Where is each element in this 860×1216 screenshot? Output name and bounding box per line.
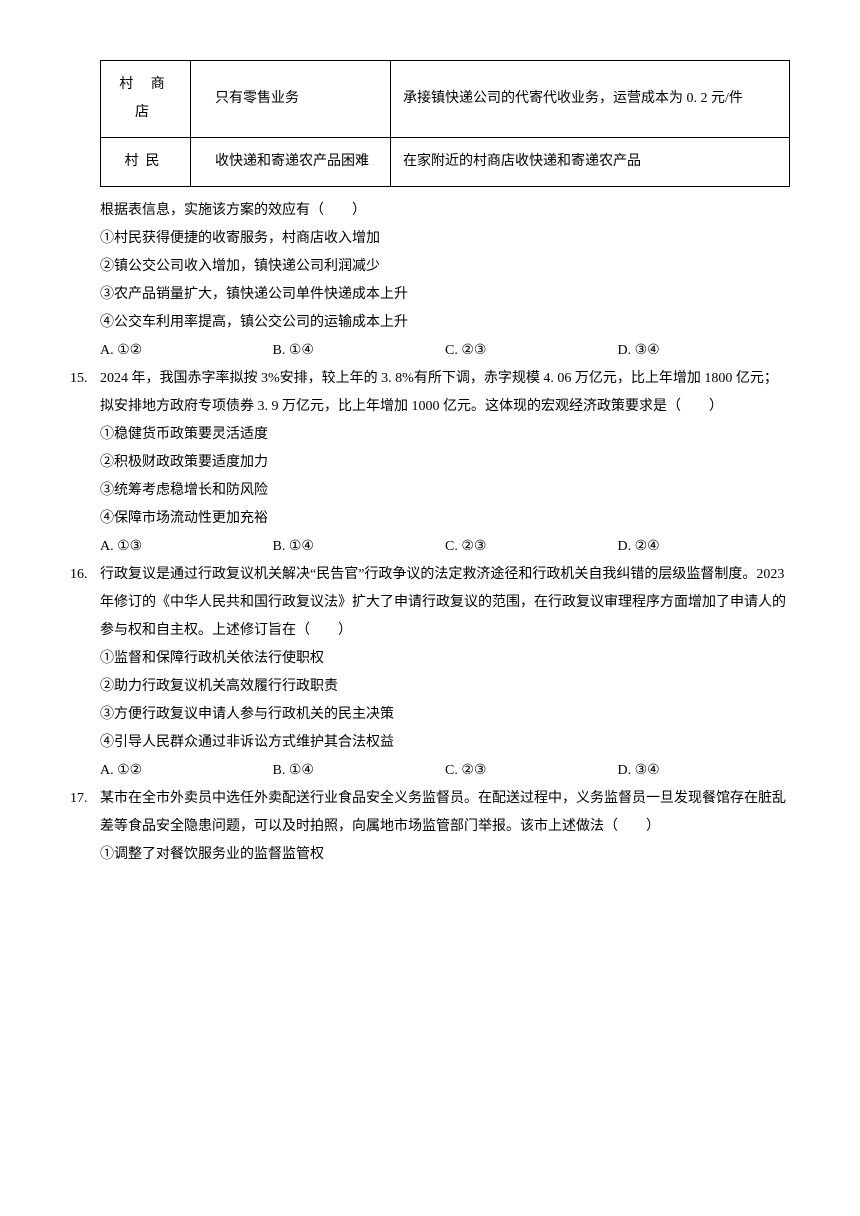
option-d: D. ③④ [618,757,791,785]
q17: 17. 某市在全市外卖员中选任外卖配送行业食品安全义务监督员。在配送过程中，义务… [70,785,790,841]
option-c: C. ②③ [445,337,618,365]
q14-options: A. ①② B. ①④ C. ②③ D. ③④ [70,337,790,365]
q17-stem: 某市在全市外卖员中选任外卖配送行业食品安全义务监督员。在配送过程中，义务监督员一… [100,785,790,841]
q17-number: 17. [70,785,100,841]
table-cell-after: 在家附近的村商店收快递和寄递农产品 [391,138,790,187]
q14-item-2: ②镇公交公司收入增加，镇快递公司利润减少 [70,253,790,281]
q16-stem: 行政复议是通过行政复议机关解决“民告官”行政争议的法定救济途径和行政机关自我纠错… [100,561,790,645]
scenario-table: 村 商店 只有零售业务 承接镇快递公司的代寄代收业务，运营成本为 0. 2 元/… [100,60,790,187]
option-a: A. ①② [100,757,273,785]
option-b: B. ①④ [273,337,446,365]
option-a: A. ①② [100,337,273,365]
exam-page: 村 商店 只有零售业务 承接镇快递公司的代寄代收业务，运营成本为 0. 2 元/… [0,0,860,909]
q15-item-1: ①稳健货币政策要灵活适度 [70,421,790,449]
table-row: 村 商店 只有零售业务 承接镇快递公司的代寄代收业务，运营成本为 0. 2 元/… [101,61,790,138]
q16-item-2: ②助力行政复议机关高效履行行政职责 [70,673,790,701]
q14-item-1: ①村民获得便捷的收寄服务，村商店收入增加 [70,225,790,253]
table-row: 村民 收快递和寄递农产品困难 在家附近的村商店收快递和寄递农产品 [101,138,790,187]
q16-item-1: ①监督和保障行政机关依法行使职权 [70,645,790,673]
q14-item-4: ④公交车利用率提高，镇公交公司的运输成本上升 [70,309,790,337]
option-b: B. ①④ [273,533,446,561]
q15-number: 15. [70,365,100,421]
q16-item-4: ④引导人民群众通过非诉讼方式维护其合法权益 [70,729,790,757]
option-a: A. ①③ [100,533,273,561]
option-c: C. ②③ [445,757,618,785]
table-cell-after: 承接镇快递公司的代寄代收业务，运营成本为 0. 2 元/件 [391,61,790,138]
q16-number: 16. [70,561,100,645]
q15-item-4: ④保障市场流动性更加充裕 [70,505,790,533]
q15-item-3: ③统筹考虑稳增长和防风险 [70,477,790,505]
option-d: D. ②④ [618,533,791,561]
option-d: D. ③④ [618,337,791,365]
q14-item-3: ③农产品销量扩大，镇快递公司单件快递成本上升 [70,281,790,309]
table-cell-before: 只有零售业务 [191,61,391,138]
q15: 15. 2024 年，我国赤字率拟按 3%安排，较上年的 3. 8%有所下调，赤… [70,365,790,421]
option-b: B. ①④ [273,757,446,785]
q15-item-2: ②积极财政政策要适度加力 [70,449,790,477]
option-c: C. ②③ [445,533,618,561]
q15-stem: 2024 年，我国赤字率拟按 3%安排，较上年的 3. 8%有所下调，赤字规模 … [100,365,790,421]
q16-options: A. ①② B. ①④ C. ②③ D. ③④ [70,757,790,785]
q14-stem: 根据表信息，实施该方案的效应有（ ） [70,197,790,225]
q17-item-1: ①调整了对餐饮服务业的监督监管权 [70,841,790,869]
table-cell-subject: 村民 [101,138,191,187]
q15-options: A. ①③ B. ①④ C. ②③ D. ②④ [70,533,790,561]
q16-item-3: ③方便行政复议申请人参与行政机关的民主决策 [70,701,790,729]
table-cell-subject: 村 商店 [101,61,191,138]
table-cell-before: 收快递和寄递农产品困难 [191,138,391,187]
q16: 16. 行政复议是通过行政复议机关解决“民告官”行政争议的法定救济途径和行政机关… [70,561,790,645]
